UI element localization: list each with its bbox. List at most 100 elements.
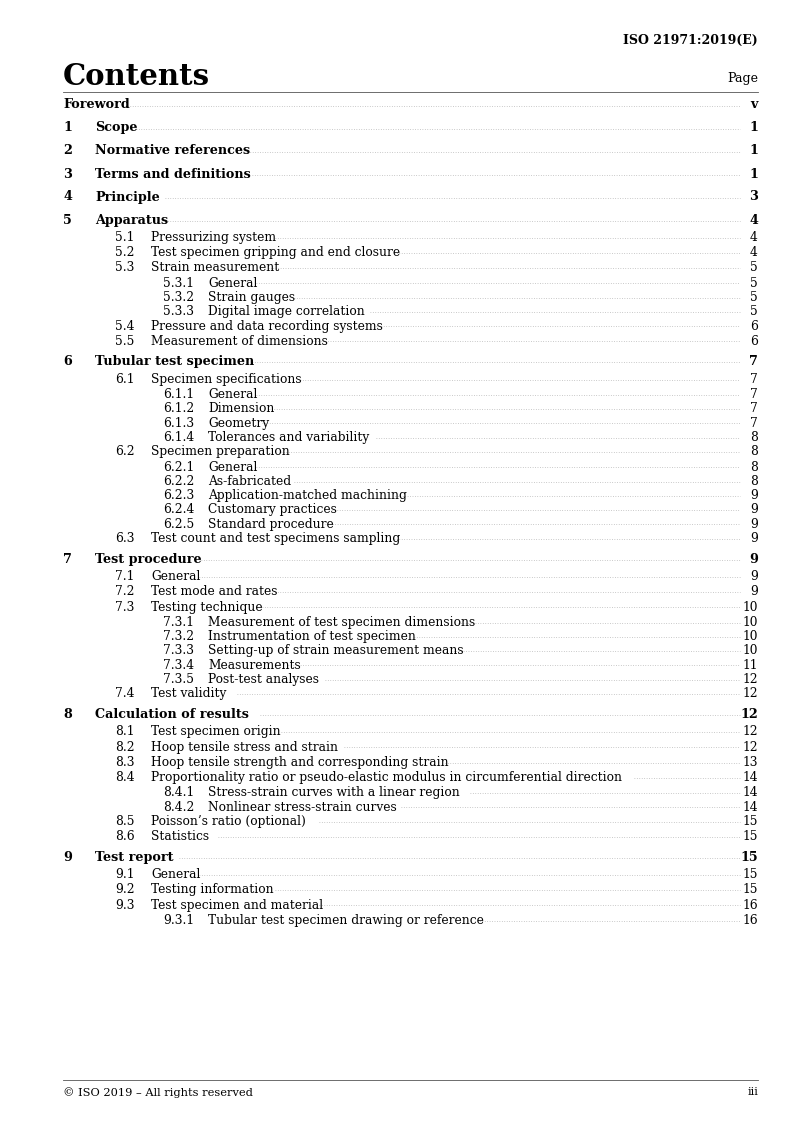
Text: 7.1: 7.1 <box>115 570 134 583</box>
Text: Apparatus: Apparatus <box>95 213 168 227</box>
Text: 9.3: 9.3 <box>115 899 135 912</box>
Text: 7.4: 7.4 <box>115 688 135 700</box>
Text: 7.3: 7.3 <box>115 600 134 614</box>
Text: Hoop tensile stress and strain: Hoop tensile stress and strain <box>151 741 338 754</box>
Text: 6.2.2: 6.2.2 <box>163 475 194 488</box>
Text: Pressurizing system: Pressurizing system <box>151 231 276 243</box>
Text: Test specimen gripping and end closure: Test specimen gripping and end closure <box>151 246 400 259</box>
Text: 5.3: 5.3 <box>115 261 134 275</box>
Text: 3: 3 <box>63 167 72 181</box>
Text: 6.1.4: 6.1.4 <box>163 431 194 444</box>
Text: 6.1.2: 6.1.2 <box>163 403 194 415</box>
Text: 4: 4 <box>750 231 758 243</box>
Text: 8: 8 <box>750 431 758 444</box>
Text: 5.5: 5.5 <box>115 334 134 348</box>
Text: 9: 9 <box>750 532 758 545</box>
Text: Pressure and data recording systems: Pressure and data recording systems <box>151 320 383 332</box>
Text: Proportionality ratio or pseudo-elastic modulus in circumferential direction: Proportionality ratio or pseudo-elastic … <box>151 771 622 784</box>
Text: General: General <box>208 460 258 473</box>
Text: Tolerances and variability: Tolerances and variability <box>208 431 370 444</box>
Text: Dimension: Dimension <box>208 403 274 415</box>
Text: 9: 9 <box>750 586 758 598</box>
Text: 1: 1 <box>749 145 758 157</box>
Text: 1: 1 <box>749 167 758 181</box>
Text: Specimen specifications: Specimen specifications <box>151 373 301 386</box>
Text: 9.2: 9.2 <box>115 883 135 896</box>
Text: 1: 1 <box>63 121 72 135</box>
Text: General: General <box>208 277 258 289</box>
Text: 12: 12 <box>742 688 758 700</box>
Text: 11: 11 <box>742 659 758 672</box>
Text: 7.3.3: 7.3.3 <box>163 644 194 657</box>
Text: 9: 9 <box>750 570 758 583</box>
Text: 9: 9 <box>750 504 758 516</box>
Text: 8.4: 8.4 <box>115 771 135 784</box>
Text: 5.2: 5.2 <box>115 246 135 259</box>
Text: Contents: Contents <box>63 62 210 91</box>
Text: 6.2.4: 6.2.4 <box>163 504 194 516</box>
Text: 6: 6 <box>63 356 71 368</box>
Text: 4: 4 <box>63 191 72 203</box>
Text: 7.3.4: 7.3.4 <box>163 659 194 672</box>
Text: General: General <box>151 570 201 583</box>
Text: 6.2: 6.2 <box>115 445 135 458</box>
Text: 12: 12 <box>742 741 758 754</box>
Text: 6: 6 <box>750 334 758 348</box>
Text: 4: 4 <box>750 246 758 259</box>
Text: Measurement of test specimen dimensions: Measurement of test specimen dimensions <box>208 616 475 628</box>
Text: Foreword: Foreword <box>63 99 130 111</box>
Text: 5: 5 <box>63 213 71 227</box>
Text: 5: 5 <box>750 305 758 319</box>
Text: General: General <box>151 868 201 881</box>
Text: Standard procedure: Standard procedure <box>208 517 334 531</box>
Text: 6.2.1: 6.2.1 <box>163 460 194 473</box>
Text: Setting-up of strain measurement means: Setting-up of strain measurement means <box>208 644 464 657</box>
Text: 10: 10 <box>742 631 758 643</box>
Text: 8: 8 <box>750 475 758 488</box>
Text: 10: 10 <box>742 616 758 628</box>
Text: Terms and definitions: Terms and definitions <box>95 167 251 181</box>
Text: Instrumentation of test specimen: Instrumentation of test specimen <box>208 631 416 643</box>
Text: 9.1: 9.1 <box>115 868 135 881</box>
Text: 14: 14 <box>742 801 758 813</box>
Text: 12: 12 <box>742 673 758 686</box>
Text: 6: 6 <box>750 320 758 332</box>
Text: 7.3.2: 7.3.2 <box>163 631 194 643</box>
Text: iii: iii <box>747 1087 758 1097</box>
Text: 8.1: 8.1 <box>115 726 135 738</box>
Text: 13: 13 <box>742 756 758 769</box>
Text: 6.2.5: 6.2.5 <box>163 517 194 531</box>
Text: 8.4.1: 8.4.1 <box>163 787 194 799</box>
Text: Test specimen and material: Test specimen and material <box>151 899 323 912</box>
Text: 9: 9 <box>750 489 758 503</box>
Text: 7.3.5: 7.3.5 <box>163 673 194 686</box>
Text: 8: 8 <box>750 460 758 473</box>
Text: Digital image correlation: Digital image correlation <box>208 305 365 319</box>
Text: Strain measurement: Strain measurement <box>151 261 279 275</box>
Text: 5: 5 <box>750 277 758 289</box>
Text: 4: 4 <box>749 213 758 227</box>
Text: 15: 15 <box>742 830 758 843</box>
Text: 14: 14 <box>742 771 758 784</box>
Text: 5.3.2: 5.3.2 <box>163 291 194 304</box>
Text: 7.2: 7.2 <box>115 586 135 598</box>
Text: Hoop tensile strength and corresponding strain: Hoop tensile strength and corresponding … <box>151 756 449 769</box>
Text: © ISO 2019 – All rights reserved: © ISO 2019 – All rights reserved <box>63 1087 253 1097</box>
Text: 8.2: 8.2 <box>115 741 135 754</box>
Text: 5.3.1: 5.3.1 <box>163 277 194 289</box>
Text: Specimen preparation: Specimen preparation <box>151 445 289 458</box>
Text: As-fabricated: As-fabricated <box>208 475 291 488</box>
Text: 9: 9 <box>750 517 758 531</box>
Text: Nonlinear stress-strain curves: Nonlinear stress-strain curves <box>208 801 396 813</box>
Text: 5.4: 5.4 <box>115 320 135 332</box>
Text: 12: 12 <box>742 726 758 738</box>
Text: 15: 15 <box>741 850 758 864</box>
Text: 7: 7 <box>750 416 758 430</box>
Text: Measurements: Measurements <box>208 659 301 672</box>
Text: 8: 8 <box>63 708 71 721</box>
Text: 7: 7 <box>750 403 758 415</box>
Text: 8.6: 8.6 <box>115 830 135 843</box>
Text: 16: 16 <box>742 914 758 927</box>
Text: Application-matched machining: Application-matched machining <box>208 489 407 503</box>
Text: Statistics: Statistics <box>151 830 209 843</box>
